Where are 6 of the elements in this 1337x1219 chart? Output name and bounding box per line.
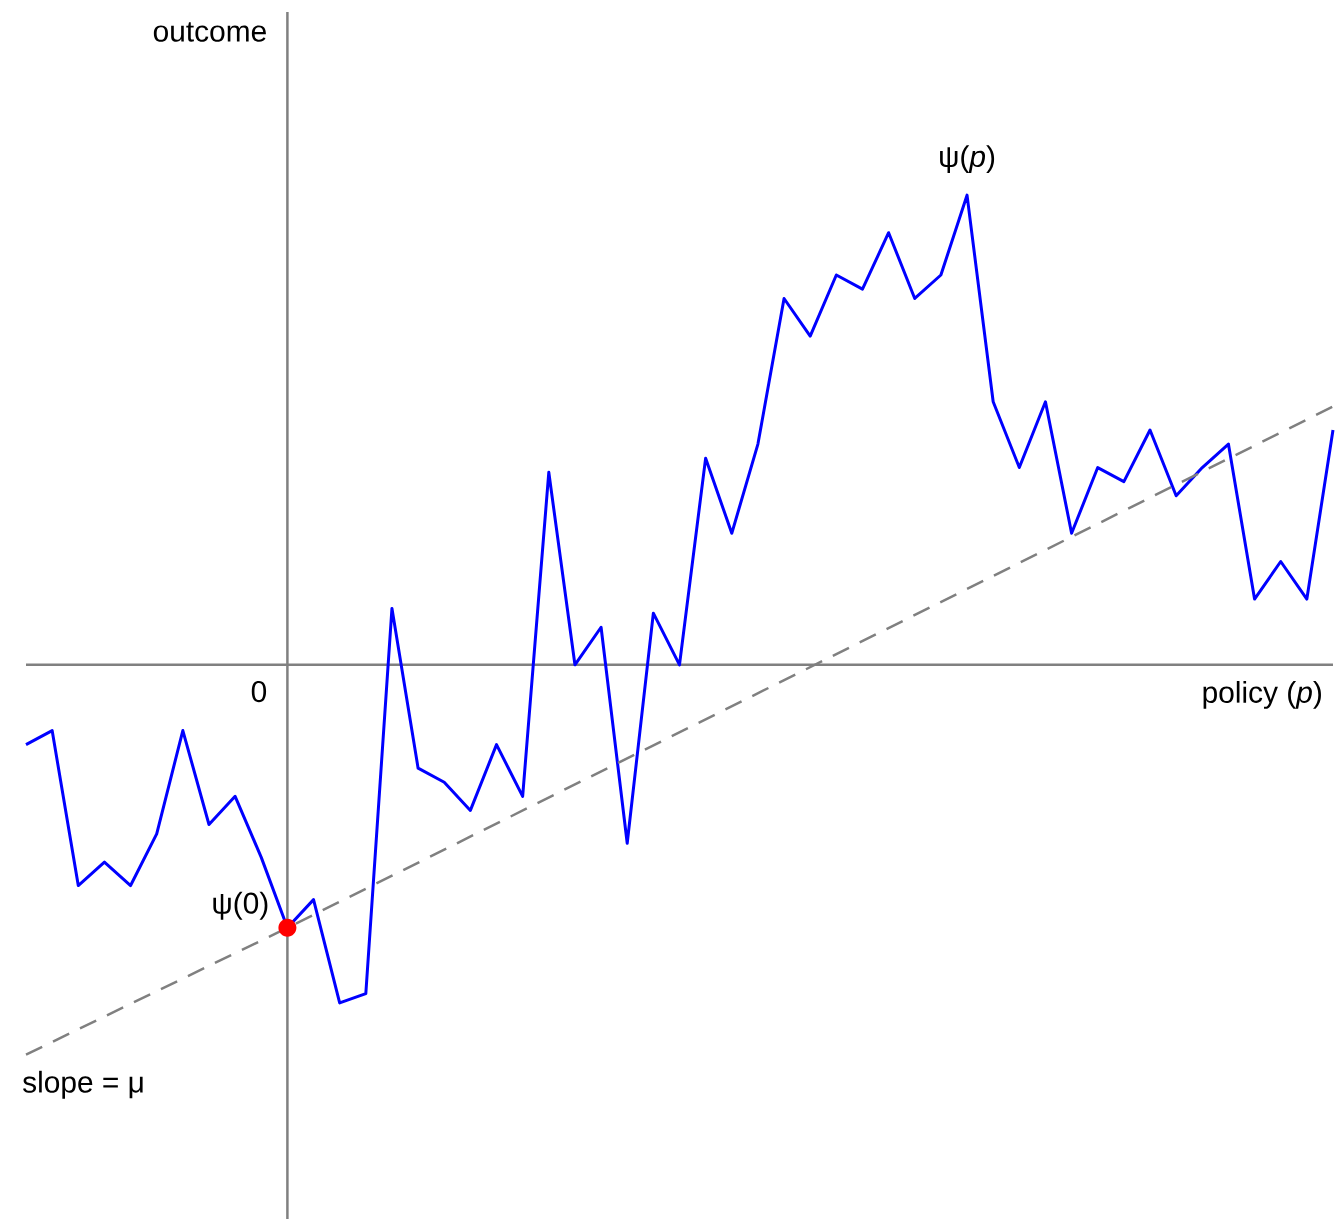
annotation: ψ(0) [213,891,268,920]
x-axis-title: policy (p) [1203,680,1321,709]
text: slope = μ [22,1070,143,1099]
text: outcome [153,22,266,42]
text: ψ(p) [940,145,995,173]
annotation: 0 [251,680,267,703]
